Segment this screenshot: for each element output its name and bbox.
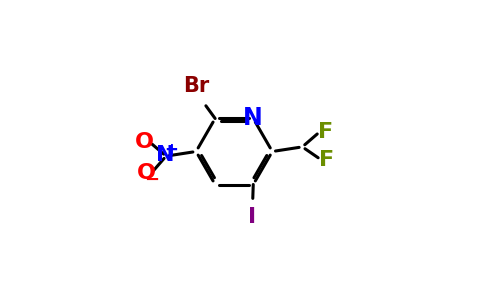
Text: F: F <box>318 122 333 142</box>
Text: −: − <box>145 171 160 189</box>
Text: O: O <box>136 132 154 152</box>
Text: I: I <box>248 207 256 227</box>
Text: N: N <box>243 106 263 130</box>
Text: Br: Br <box>183 76 210 96</box>
Text: +: + <box>164 141 178 159</box>
Text: F: F <box>319 150 334 169</box>
Text: N: N <box>156 145 174 165</box>
Text: O: O <box>136 164 155 183</box>
